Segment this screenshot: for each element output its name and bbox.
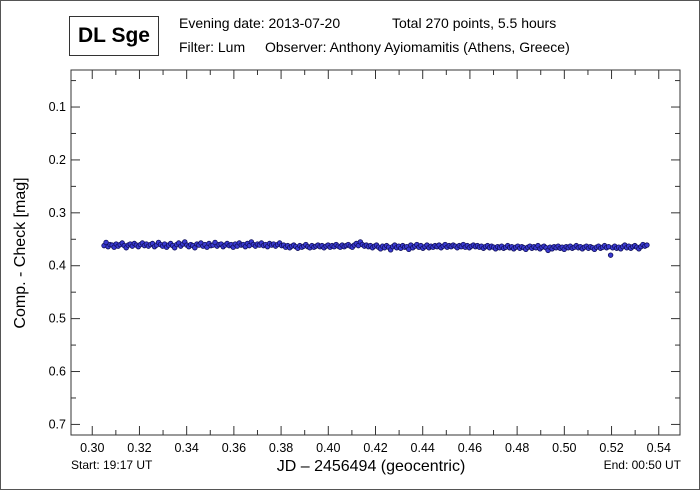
y-tick-label: 0.7 — [49, 417, 66, 431]
x-tick-label: 0.48 — [505, 441, 529, 455]
y-tick-label: 0.3 — [49, 206, 66, 220]
y-tick-label: 0.6 — [49, 365, 66, 379]
y-tick-label: 0.1 — [49, 100, 66, 114]
y-tick-label: 0.5 — [49, 312, 66, 326]
x-axis-label: JD – 2456494 (geocentric) — [276, 458, 466, 475]
y-axis-label: Comp. - Check [mag] — [12, 177, 29, 329]
plot-frame — [70, 69, 681, 436]
y-tick-label: 0.4 — [49, 259, 66, 273]
x-tick-label: 0.54 — [647, 441, 671, 455]
x-tick-label: 0.38 — [269, 441, 293, 455]
x-tick-label: 0.46 — [458, 441, 482, 455]
data-point — [103, 239, 109, 246]
observer: Observer: Anthony Ayiomamitis (Athens, G… — [265, 39, 570, 55]
x-tick-label: 0.50 — [552, 441, 576, 455]
evening-date: Evening date: 2013-07-20 — [179, 15, 341, 31]
y-tick-label: 0.2 — [49, 153, 66, 167]
x-tick-label: 0.32 — [127, 441, 151, 455]
end-time: End: 00:50 UT — [603, 458, 681, 472]
x-tick-label: 0.36 — [222, 441, 246, 455]
data-point — [644, 242, 650, 248]
data-point — [607, 252, 614, 258]
filter: Filter: Lum — [179, 39, 246, 55]
start-time: Start: 19:17 UT — [71, 458, 153, 472]
star-name-box: DL Sge — [69, 16, 159, 56]
x-tick-label: 0.44 — [411, 441, 435, 455]
x-tick-label: 0.34 — [174, 441, 198, 455]
x-tick-label: 0.42 — [363, 441, 387, 455]
star-name: DL Sge — [78, 24, 150, 47]
x-tick-label: 0.30 — [80, 441, 104, 455]
x-tick-label: 0.52 — [599, 441, 623, 455]
total-points: Total 270 points, 5.5 hours — [392, 15, 557, 31]
x-tick-label: 0.40 — [316, 441, 340, 455]
